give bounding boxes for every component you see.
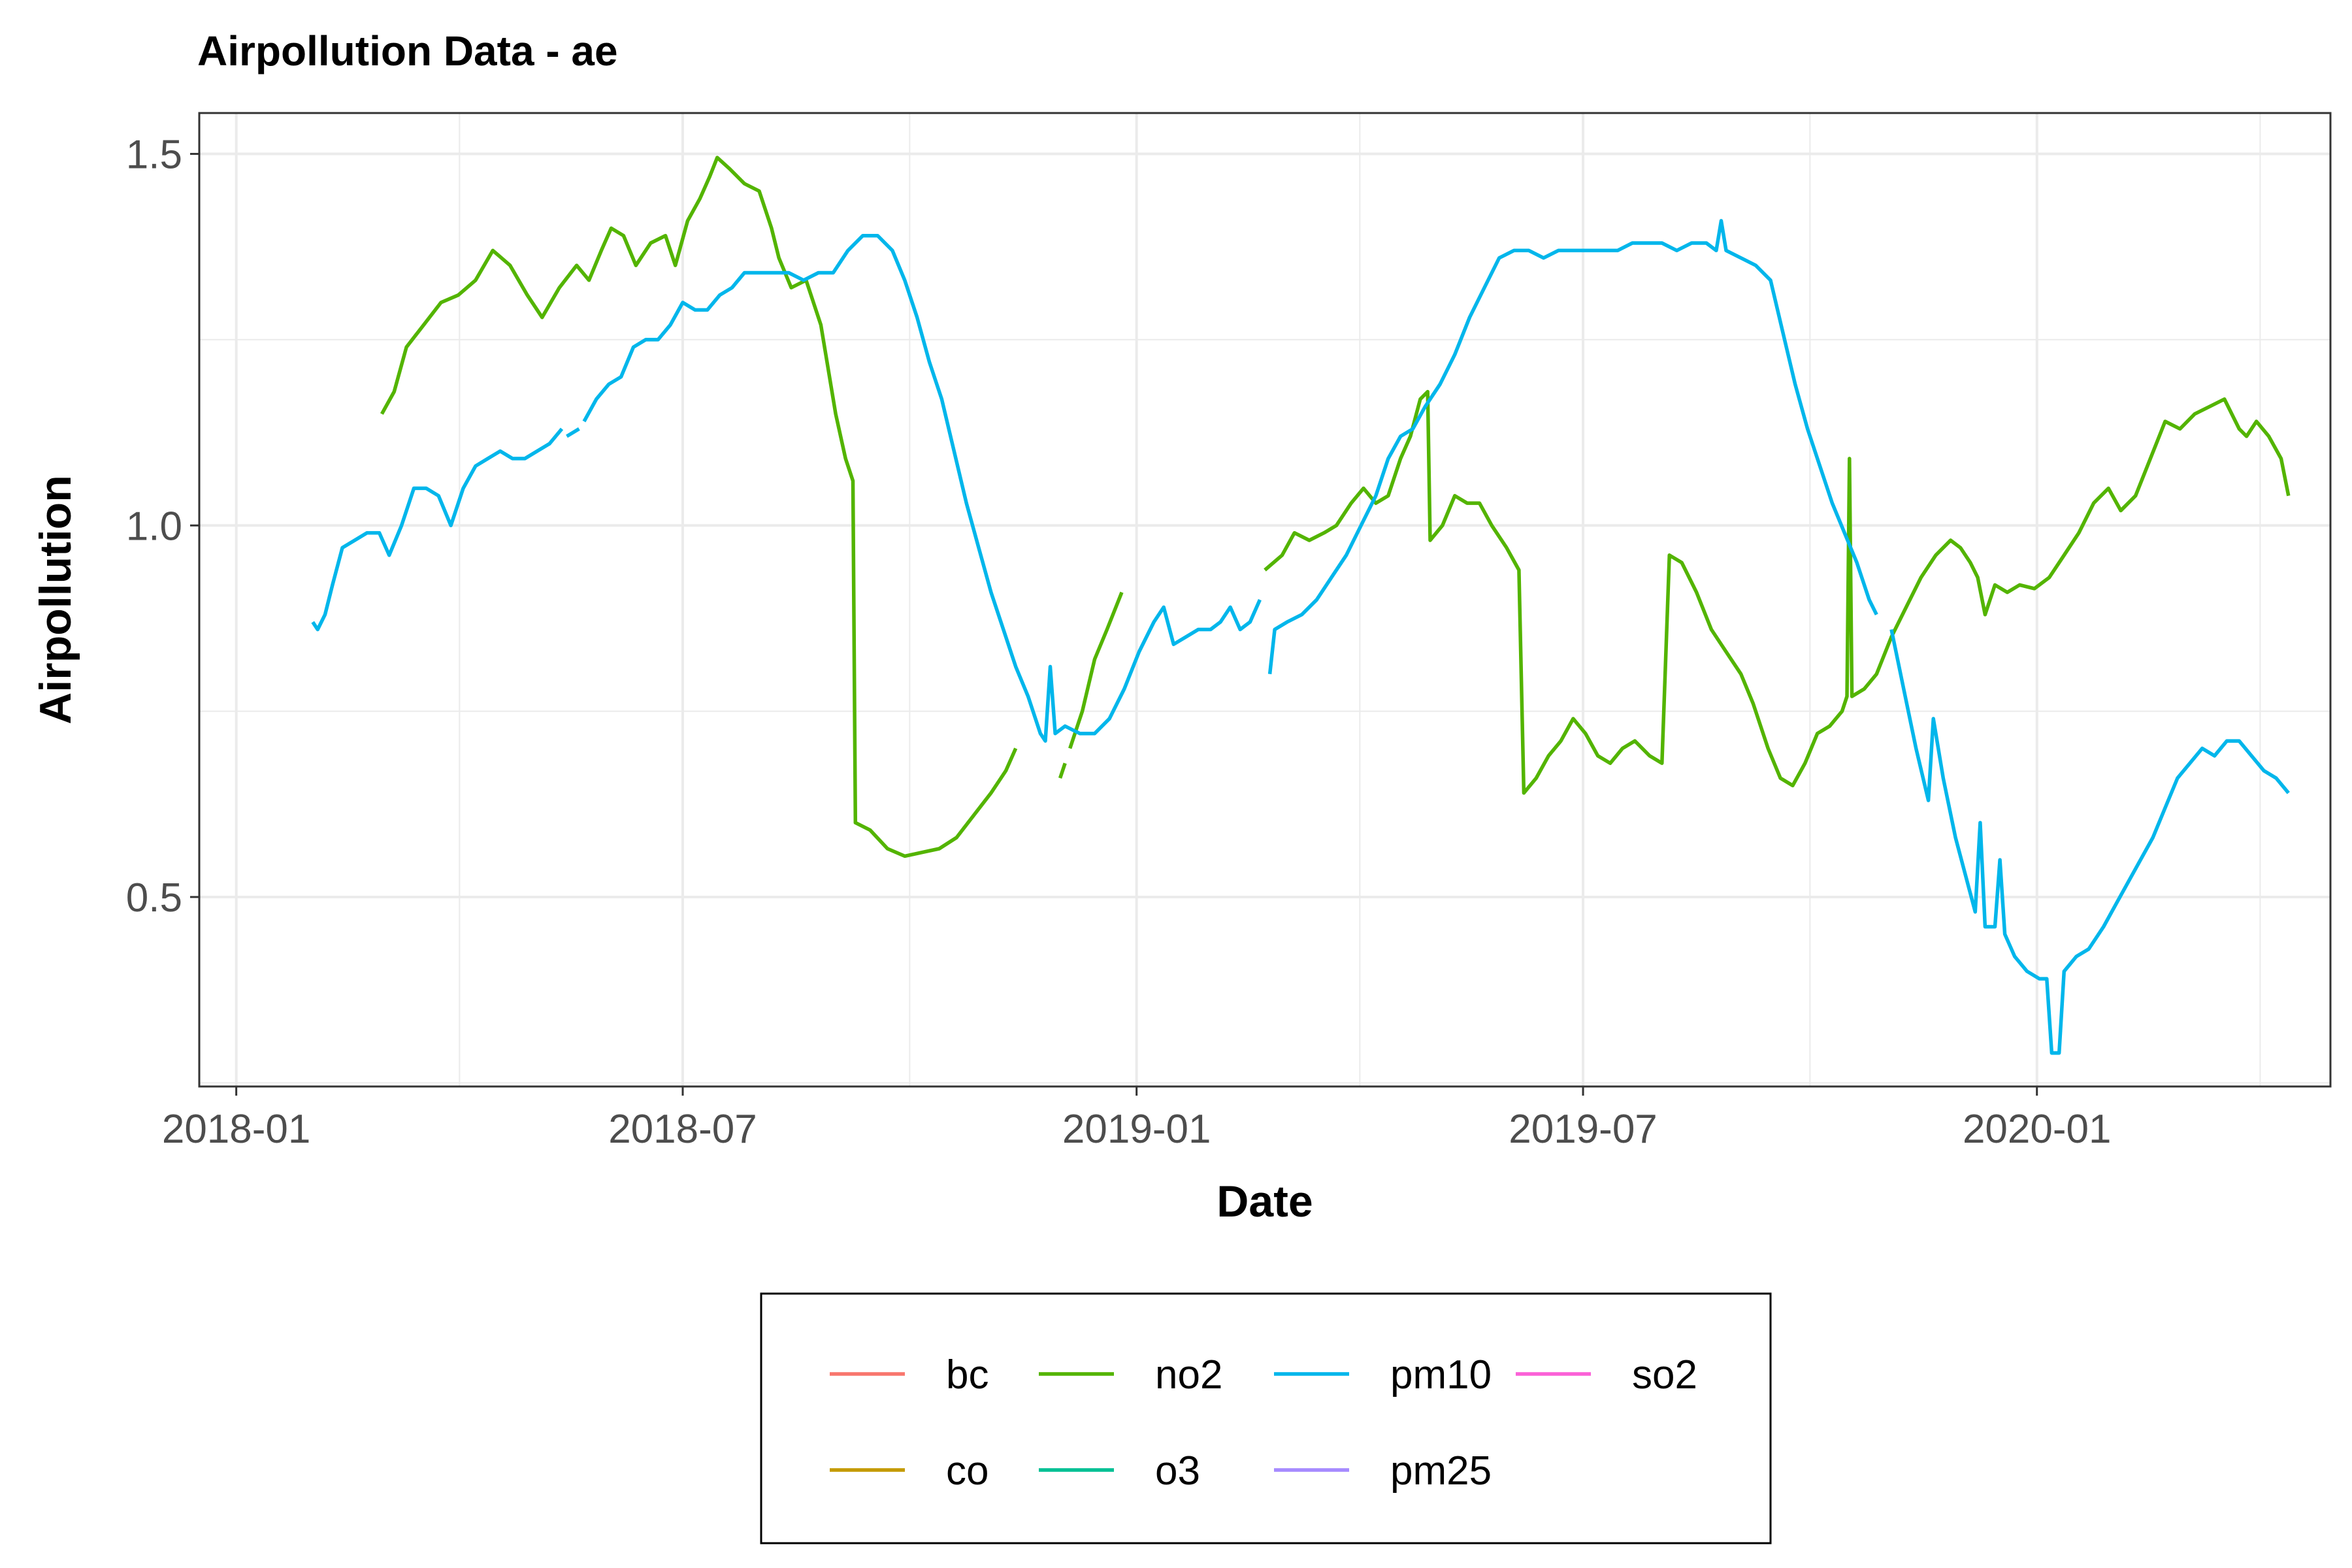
chart-title: Airpollution Data - ae: [197, 27, 618, 74]
legend-label-no2: no2: [1155, 1352, 1222, 1397]
series-line-pm10: [1267, 219, 1878, 675]
series-line-pm10: [311, 427, 564, 632]
y-axis-title: Airpollution: [31, 475, 80, 724]
legend-label-o3: o3: [1155, 1448, 1200, 1494]
x-axis-title: Date: [1217, 1177, 1313, 1226]
legend-item-pm25: pm25: [1274, 1448, 1492, 1494]
x-tick-label: 2019-01: [1062, 1107, 1211, 1152]
y-tick-label: 1.5: [126, 133, 182, 178]
legend-label-pm10: pm10: [1390, 1352, 1492, 1397]
minor-gridlines: [199, 113, 2330, 1086]
series-line-pm10: [566, 427, 580, 438]
legend-label-co: co: [946, 1448, 988, 1494]
x-tick-label: 2018-01: [162, 1107, 311, 1152]
legend-item-so2: so2: [1516, 1352, 1697, 1397]
major-gridlines: [199, 113, 2330, 1086]
legend-label-so2: so2: [1632, 1352, 1697, 1397]
x-axis-ticks: 2018-01 2018-07 2019-01 2019-07 2020-01: [162, 1086, 2112, 1152]
series-line-no2: [1058, 762, 1067, 779]
y-tick-label: 0.5: [126, 875, 182, 921]
y-tick-label: 1.0: [126, 504, 182, 549]
x-tick-label: 2018-07: [608, 1107, 757, 1152]
series-line-no2: [1264, 389, 2291, 795]
legend-item-co: co: [830, 1448, 988, 1494]
legend-label-bc: bc: [946, 1352, 988, 1397]
x-tick-label: 2020-01: [1963, 1107, 2112, 1152]
series-line-pm10: [582, 233, 1262, 743]
series-no2: [380, 155, 2291, 858]
series-line-no2: [1068, 591, 1124, 749]
legend: bc co no2 o3 pm10 pm25 so2: [760, 1292, 1772, 1544]
series-pm10: [311, 219, 2290, 1055]
legend-items: bc co no2 o3 pm10 pm25 so2: [830, 1352, 1697, 1494]
series-line-no2: [380, 155, 1018, 858]
legend-box: [760, 1292, 1772, 1544]
plot-panel-border: [198, 112, 2332, 1088]
legend-item-no2: no2: [1039, 1352, 1222, 1397]
legend-label-pm25: pm25: [1390, 1448, 1492, 1494]
series-lines: [311, 155, 2291, 1055]
y-axis-ticks: 0.5 1.0 1.5: [126, 133, 199, 921]
x-tick-label: 2019-07: [1509, 1107, 1658, 1152]
legend-item-o3: o3: [1039, 1448, 1200, 1494]
series-line-pm10: [1889, 629, 2290, 1055]
legend-item-pm10: pm10: [1274, 1352, 1492, 1397]
legend-item-bc: bc: [830, 1352, 988, 1397]
